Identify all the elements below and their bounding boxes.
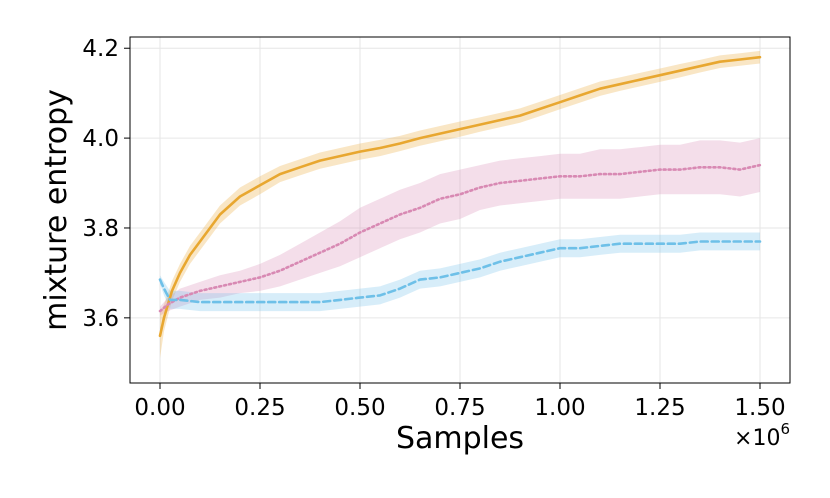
series-2-line	[158, 240, 762, 304]
y-tick-label: 4.0	[82, 126, 119, 152]
x-tick-label: 1.00	[534, 395, 585, 421]
x-tick-label: 0.25	[234, 395, 285, 421]
y-tick-label: 3.8	[82, 216, 119, 242]
x-tick-label: 0.00	[134, 395, 185, 421]
ticks: 0.00 0.25 0.50 0.75 1.00 1.25 1.50 3.6 3.8 4.0 4.2	[82, 36, 785, 421]
x-axis-multiplier: ×106	[734, 420, 790, 451]
x-tick-label: 1.50	[734, 395, 785, 421]
series-1-band	[160, 138, 760, 316]
y-axis-label: mixture entropy	[39, 89, 74, 331]
confidence-bands	[160, 50, 760, 359]
y-tick-label: 4.2	[82, 36, 119, 62]
x-tick-label: 1.25	[634, 395, 685, 421]
x-multiplier-base: ×10	[734, 426, 780, 451]
series-2-band	[160, 232, 760, 312]
series-0-line	[158, 55, 762, 338]
x-multiplier-exponent: 6	[780, 420, 790, 438]
y-tick-label: 3.6	[82, 306, 119, 332]
series-1-line	[158, 163, 762, 313]
x-axis-label: Samples	[396, 421, 524, 456]
series-lines	[158, 55, 762, 338]
grid	[130, 37, 790, 383]
x-tick-label: 0.75	[434, 395, 485, 421]
x-tick-label: 0.50	[334, 395, 385, 421]
